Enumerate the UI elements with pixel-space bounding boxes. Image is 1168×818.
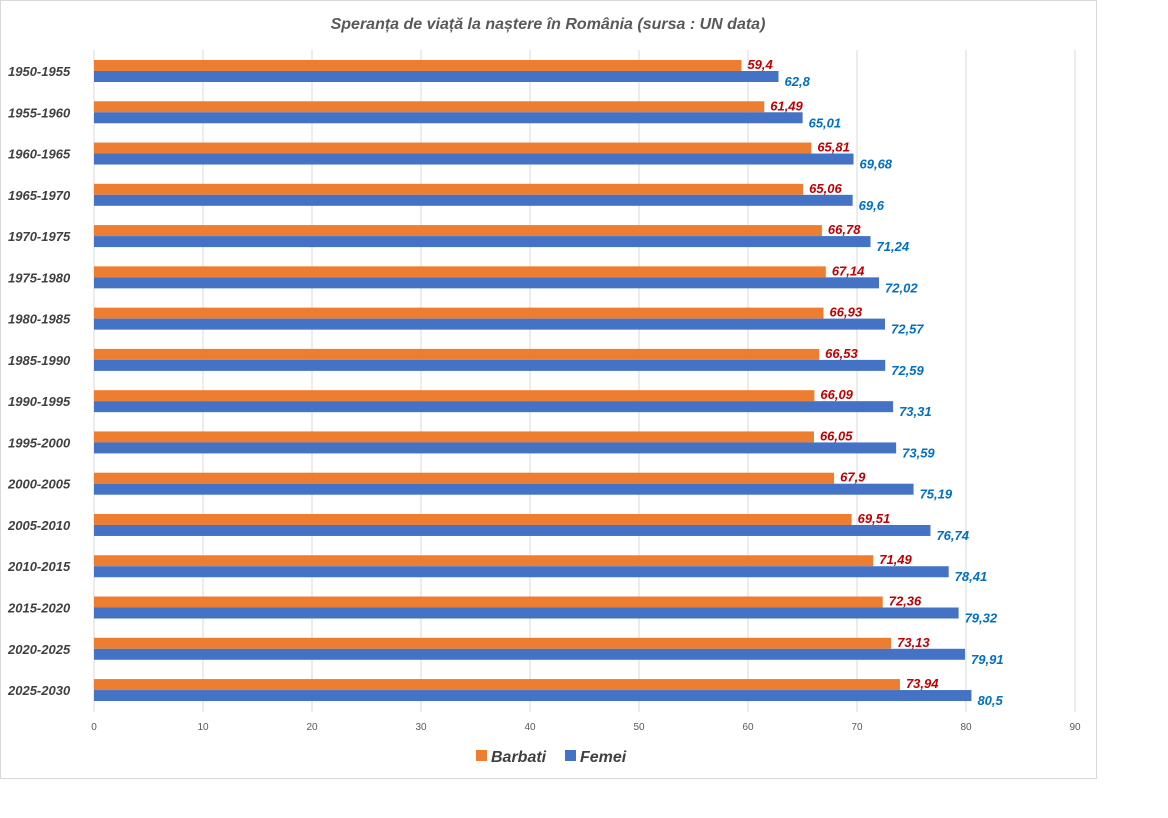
bar-femei [94, 483, 914, 495]
data-label-femei: 79,32 [965, 611, 998, 626]
bar-femei [94, 277, 880, 289]
bar-femei [94, 112, 803, 124]
category-label: 2025-2030 [7, 683, 71, 698]
legend-label-femei: Femei [580, 749, 627, 766]
bar-femei [94, 359, 886, 371]
bar-barbati [94, 637, 892, 649]
x-tick-label: 60 [742, 722, 754, 733]
x-tick-label: 50 [633, 722, 645, 733]
data-label-femei: 65,01 [809, 115, 842, 130]
data-label-barbati: 66,93 [830, 305, 863, 320]
data-label-barbati: 73,13 [897, 635, 930, 650]
bar-barbati [94, 555, 874, 567]
bar-femei [94, 194, 853, 206]
bar-femei [94, 153, 854, 165]
data-label-femei: 79,91 [971, 652, 1004, 667]
data-label-barbati: 67,9 [840, 470, 866, 485]
data-label-barbati: 66,53 [825, 346, 858, 361]
bar-barbati [94, 513, 852, 525]
bar-femei [94, 566, 949, 578]
bar-femei [94, 690, 972, 702]
data-label-barbati: 73,94 [906, 676, 939, 691]
data-label-femei: 69,6 [859, 198, 885, 213]
data-label-barbati: 67,14 [832, 263, 865, 278]
bar-barbati [94, 596, 883, 608]
bar-barbati [94, 472, 835, 484]
legend-label-barbati: Barbati [491, 749, 547, 766]
category-label: 1975-1980 [8, 270, 71, 285]
bar-barbati [94, 390, 815, 402]
x-tick-label: 0 [91, 722, 97, 733]
data-label-barbati: 71,49 [879, 552, 912, 567]
bar-femei [94, 236, 871, 248]
data-label-femei: 72,02 [885, 280, 918, 295]
data-label-femei: 78,41 [955, 569, 988, 584]
x-tick-label: 10 [197, 722, 209, 733]
bar-femei [94, 648, 966, 660]
data-label-femei: 75,19 [920, 487, 953, 502]
bar-femei [94, 71, 779, 82]
bar-femei [94, 442, 897, 454]
data-label-femei: 62,8 [785, 74, 811, 89]
x-tick-label: 70 [851, 722, 863, 733]
data-label-femei: 76,74 [936, 528, 969, 543]
data-label-barbati: 65,06 [809, 181, 842, 196]
bar-barbati [94, 60, 742, 71]
chart-title: Speranța de viață la naștere în România … [331, 16, 766, 33]
category-label: 1970-1975 [8, 229, 71, 244]
data-label-barbati: 66,09 [820, 387, 853, 402]
bar-barbati [94, 183, 804, 195]
bar-barbati [94, 225, 822, 237]
data-label-barbati: 65,81 [817, 140, 850, 155]
data-label-barbati: 66,78 [828, 222, 861, 237]
data-label-femei: 69,68 [860, 157, 893, 172]
data-label-femei: 73,31 [899, 404, 932, 419]
data-label-femei: 72,59 [891, 363, 924, 378]
category-label: 1950-1955 [8, 64, 71, 79]
category-label: 2010-2015 [7, 559, 71, 574]
category-label: 2005-2010 [7, 518, 71, 533]
x-tick-label: 80 [960, 722, 972, 733]
data-label-femei: 73,59 [902, 445, 935, 460]
data-label-barbati: 72,36 [889, 594, 922, 609]
bar-barbati [94, 679, 900, 691]
bar-barbati [94, 266, 826, 278]
bar-barbati [94, 348, 820, 360]
x-tick-label: 40 [524, 722, 536, 733]
bar-barbati [94, 101, 765, 113]
category-label: 2020-2025 [7, 642, 71, 657]
category-label: 1960-1965 [8, 147, 71, 162]
category-label: 1995-2000 [8, 435, 71, 450]
category-label: 1955-1960 [8, 105, 71, 120]
data-label-barbati: 66,05 [820, 428, 853, 443]
x-tick-label: 30 [415, 722, 427, 733]
data-label-femei: 80,5 [977, 693, 1003, 708]
bar-femei [94, 607, 959, 619]
category-label: 1985-1990 [8, 353, 71, 368]
category-label: 1965-1970 [8, 188, 71, 203]
data-label-femei: 71,24 [877, 239, 910, 254]
category-label: 2000-2005 [7, 477, 71, 492]
category-label: 1990-1995 [8, 394, 71, 409]
bar-barbati [94, 307, 824, 319]
data-label-femei: 72,57 [891, 322, 924, 337]
category-label: 2015-2020 [7, 601, 71, 616]
data-label-barbati: 59,4 [747, 57, 773, 72]
x-tick-label: 90 [1069, 722, 1081, 733]
bar-barbati [94, 431, 814, 443]
legend-swatch-femei [565, 750, 576, 761]
bar-femei [94, 401, 894, 413]
legend-swatch-barbati [476, 750, 487, 761]
x-tick-label: 20 [306, 722, 318, 733]
data-label-barbati: 69,51 [858, 511, 891, 526]
bar-femei [94, 318, 886, 330]
bar-femei [94, 524, 931, 536]
data-label-barbati: 61,49 [770, 98, 803, 113]
legend: Barbati Femei [476, 749, 627, 766]
bar-barbati [94, 142, 812, 154]
category-label: 1980-1985 [8, 312, 71, 327]
